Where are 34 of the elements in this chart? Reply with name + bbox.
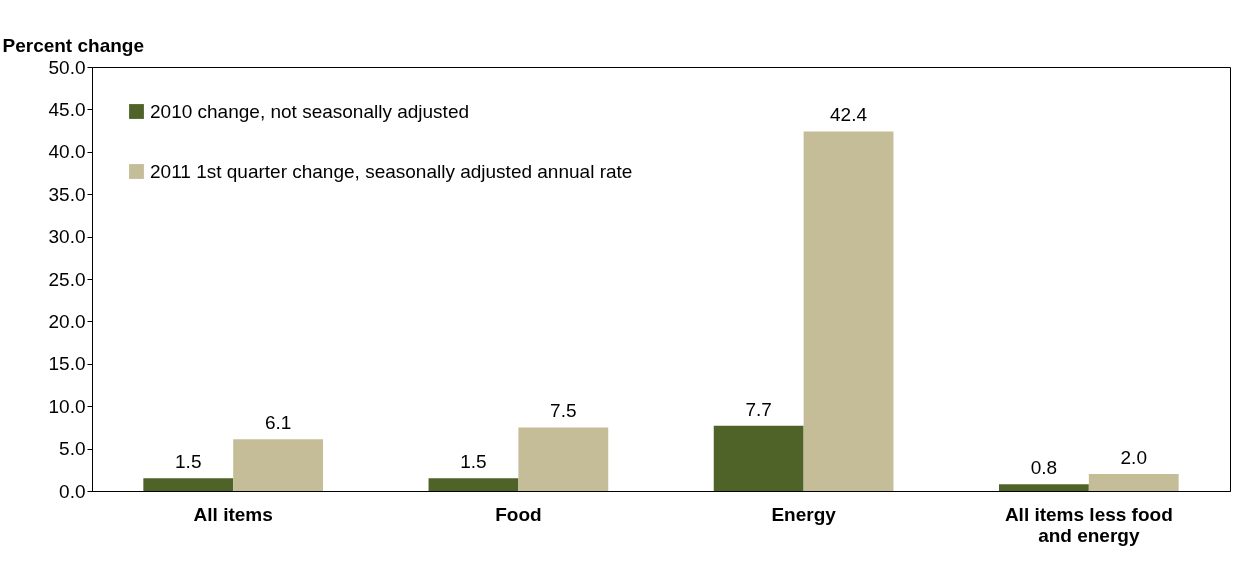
data-label: 1.5 [175, 451, 202, 473]
data-label: 2.0 [1120, 447, 1147, 469]
bar [233, 439, 324, 491]
y-tick-label: 45.0 [48, 98, 86, 120]
data-label: 7.5 [550, 400, 577, 422]
data-label: 0.8 [1030, 457, 1058, 479]
x-tick-label: Energy [771, 503, 837, 525]
y-tick-label: 10.0 [48, 395, 86, 417]
y-tick-label: 0.0 [59, 480, 86, 502]
bar [428, 478, 519, 491]
x-tick-label: Food [495, 503, 542, 525]
bar [518, 427, 609, 491]
y-tick-label: 20.0 [48, 310, 86, 332]
bar [803, 131, 894, 491]
data-label: 7.7 [745, 398, 772, 420]
y-axis-title: Percent change [2, 34, 144, 56]
y-tick-label: 50.0 [48, 56, 86, 78]
data-label: 6.1 [264, 412, 292, 434]
data-label: 42.4 [830, 104, 868, 126]
bar [998, 484, 1089, 491]
y-tick-label: 35.0 [48, 183, 86, 205]
x-tick-label: All items less food and energy [1004, 503, 1173, 546]
legend-label: 2011 1st quarter change, seasonally adjusted annual rate [150, 160, 633, 182]
y-tick-label: 5.0 [59, 438, 86, 460]
bar [713, 425, 804, 491]
x-tick-label: All items [193, 503, 273, 525]
legend-label: 2010 change, not seasonally adjusted [150, 100, 470, 122]
y-tick-label: 15.0 [48, 353, 86, 375]
y-tick-label: 30.0 [48, 226, 86, 248]
y-tick-label: 40.0 [48, 141, 86, 163]
data-label: 1.5 [460, 451, 487, 473]
bar [143, 478, 234, 491]
bar [1088, 474, 1179, 491]
y-tick-label: 25.0 [48, 268, 86, 290]
